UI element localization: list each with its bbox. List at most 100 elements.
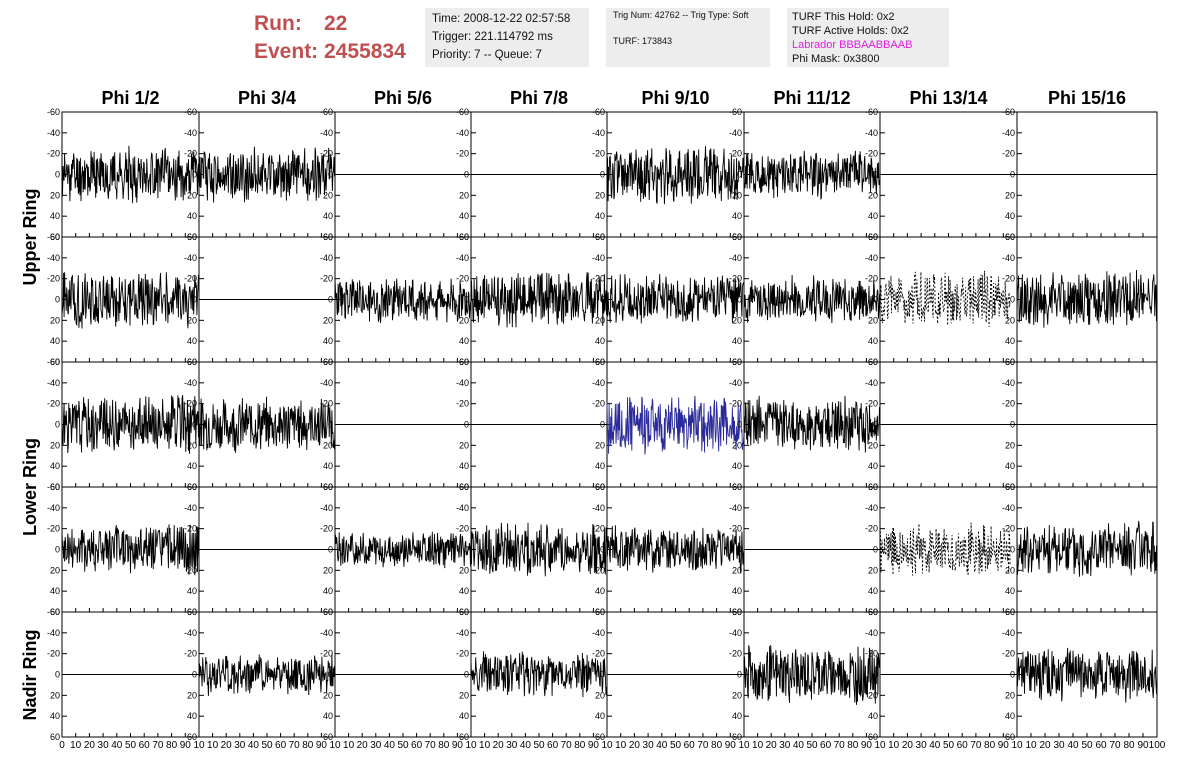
event-label: Event: (254, 40, 319, 63)
y-tick-label: 40 (459, 586, 469, 596)
y-tick-label: 0 (600, 170, 605, 180)
x-tick-label: 90 (725, 740, 737, 751)
trigger-text: Trigger: 221.114792 ms (432, 31, 553, 43)
row-label-2: Lower Ring (20, 438, 40, 536)
y-tick-label: 20 (187, 690, 197, 700)
y-tick-label: 20 (323, 440, 333, 450)
time-info-box: Time: 2008-12-22 02:57:58 Trigger: 221.1… (425, 8, 589, 67)
x-tick-label: 30 (1053, 740, 1065, 751)
x-tick-label: 20 (902, 740, 914, 751)
waveform-trace (61, 395, 200, 454)
x-tick-label: 60 (547, 740, 559, 751)
y-tick-label: -20 (456, 649, 469, 659)
y-tick-label: 40 (50, 461, 60, 471)
y-tick-label: 0 (1010, 295, 1015, 305)
waveform-trace (470, 272, 608, 328)
y-tick-label: -20 (729, 149, 742, 159)
waveform-trace (743, 645, 881, 705)
x-tick-label: 10 (888, 740, 900, 751)
x-tick-label: 10 (738, 740, 750, 751)
y-tick-label: -40 (320, 128, 333, 138)
y-tick-label: 0 (737, 420, 742, 430)
y-tick-label: -40 (184, 503, 197, 513)
y-tick-label: -40 (184, 378, 197, 388)
x-tick-label: 80 (302, 740, 314, 751)
y-tick-label: -20 (865, 524, 878, 534)
x-tick-label: 90 (180, 740, 192, 751)
y-tick-label: -20 (1002, 149, 1015, 159)
y-tick-label: -60 (320, 357, 333, 367)
y-tick-label: 0 (737, 670, 742, 680)
y-tick-label: -40 (729, 253, 742, 263)
y-tick-label: -40 (592, 628, 605, 638)
y-tick-label: -60 (592, 232, 605, 242)
y-tick-label: -40 (47, 253, 60, 263)
y-tick-label: -40 (320, 628, 333, 638)
x-tick-label: 40 (793, 740, 805, 751)
y-tick-label: -20 (865, 274, 878, 284)
y-tick-label: -40 (456, 253, 469, 263)
y-tick-label: 40 (50, 586, 60, 596)
x-tick-label: 70 (834, 740, 846, 751)
y-tick-label: 0 (737, 545, 742, 555)
y-tick-label: -20 (592, 149, 605, 159)
x-tick-label: 50 (397, 740, 409, 751)
y-tick-label: 20 (595, 190, 605, 200)
x-tick-label: 30 (916, 740, 928, 751)
waveform-trace (879, 522, 1011, 576)
y-tick-label: 40 (868, 711, 878, 721)
y-tick-label: 40 (187, 211, 197, 221)
x-tick-label: 100 (1149, 740, 1166, 751)
y-tick-label: 0 (464, 420, 469, 430)
y-tick-label: 0 (328, 545, 333, 555)
x-tick-label: 90 (861, 740, 873, 751)
y-tick-label: 40 (50, 336, 60, 346)
y-tick-label: -40 (592, 378, 605, 388)
waveform-trace (743, 395, 881, 453)
phi-mask-text: Phi Mask: 0x3800 (792, 53, 880, 65)
x-tick-label: 10 (752, 740, 764, 751)
trig-num-text: Trig Num: 42762 -- Trig Type: Soft (613, 10, 749, 20)
y-tick-label: -40 (729, 378, 742, 388)
y-tick-label: 60 (50, 232, 60, 242)
y-tick-label: -40 (1002, 628, 1015, 638)
y-tick-label: -20 (1002, 399, 1015, 409)
y-tick-label: 20 (1005, 315, 1015, 325)
y-tick-label: 20 (595, 440, 605, 450)
y-tick-label: 40 (595, 461, 605, 471)
y-tick-label: 60 (732, 732, 742, 742)
y-tick-label: -40 (47, 628, 60, 638)
y-tick-label: -60 (456, 357, 469, 367)
y-tick-label: 20 (459, 440, 469, 450)
event-number: 2455834 (324, 40, 406, 63)
y-tick-label: 20 (50, 690, 60, 700)
x-tick-label: 10 (193, 740, 205, 751)
x-tick-label: 10 (70, 740, 82, 751)
y-tick-label: 0 (192, 670, 197, 680)
x-tick-label: 60 (684, 740, 696, 751)
y-tick-label: 20 (323, 565, 333, 575)
y-tick-label: -40 (184, 253, 197, 263)
y-tick-label: 40 (732, 586, 742, 596)
y-tick-label: -60 (729, 107, 742, 117)
y-tick-label: -60 (1002, 607, 1015, 617)
y-tick-label: -20 (592, 649, 605, 659)
y-tick-label: -60 (320, 232, 333, 242)
waveform-trace (470, 651, 608, 698)
y-tick-label: 40 (1005, 336, 1015, 346)
y-tick-label: -60 (47, 357, 60, 367)
y-tick-label: -20 (865, 649, 878, 659)
x-tick-label: 80 (984, 740, 996, 751)
y-tick-label: -20 (729, 399, 742, 409)
x-tick-label: 60 (411, 740, 423, 751)
y-tick-label: 20 (187, 565, 197, 575)
x-tick-label: 40 (929, 740, 941, 751)
y-tick-label: -20 (865, 399, 878, 409)
y-tick-label: 20 (323, 690, 333, 700)
y-tick-label: -20 (184, 524, 197, 534)
x-tick-label: 90 (588, 740, 600, 751)
waveform-trace (198, 396, 336, 453)
x-tick-label: 10 (465, 740, 477, 751)
y-tick-label: -20 (47, 274, 60, 284)
column-title-1: Phi 1/2 (101, 88, 159, 108)
